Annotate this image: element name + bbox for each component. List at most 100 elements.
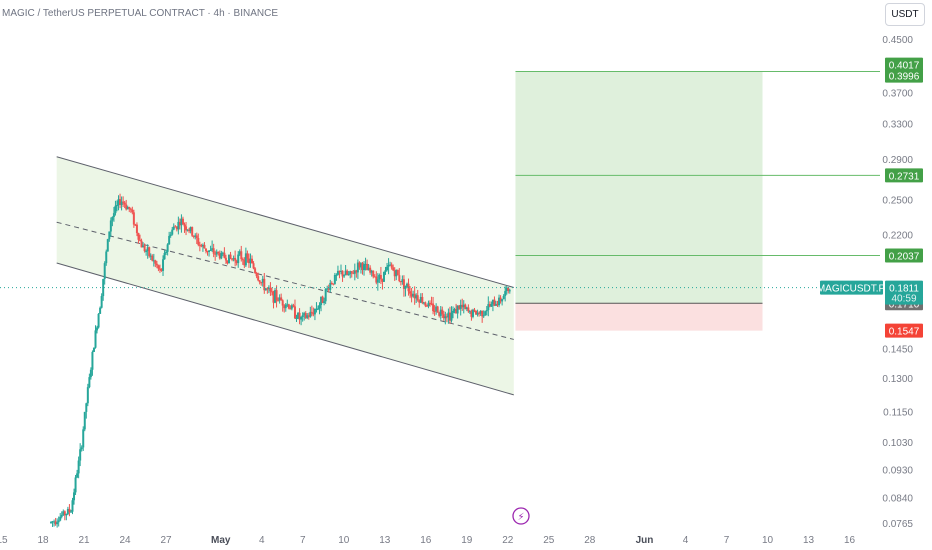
candle-body (88, 377, 91, 388)
candle-body (215, 251, 218, 255)
candle-body (186, 229, 189, 231)
candle-body (117, 199, 120, 206)
candle-body (163, 252, 166, 260)
candle-body (211, 248, 214, 250)
candle-body (206, 250, 209, 253)
candle-body (191, 227, 194, 236)
candle-body (126, 207, 129, 210)
candle-body (114, 205, 117, 214)
candle-body (412, 293, 415, 297)
candle-body (234, 257, 237, 261)
current-symbol-text: MAGICUSDT.P (817, 284, 886, 295)
candle-body (108, 231, 111, 240)
candle-body (227, 254, 230, 264)
x-tick-label: 7 (724, 535, 730, 546)
candle-body (203, 244, 206, 249)
channel-upper-line (56, 156, 514, 288)
x-tick-label: 16 (420, 535, 432, 546)
candle-body (502, 296, 505, 300)
level-label-target-2-text: 0.3996 (889, 72, 920, 83)
candle-body (493, 299, 496, 306)
candle-body (384, 270, 387, 272)
y-tick-label: 0.0765 (882, 519, 913, 530)
candle-body (50, 521, 53, 523)
x-tick-label: 13 (803, 535, 815, 546)
candle-body (241, 259, 244, 261)
x-tick-label: 16 (844, 535, 856, 546)
candle-body (353, 270, 356, 274)
candle-body (465, 307, 468, 309)
candle-body (387, 265, 390, 267)
candle-body (152, 260, 155, 262)
candle-body (504, 291, 507, 297)
candle-body (501, 299, 504, 302)
candle-body (166, 244, 169, 252)
level-label-target-3: 0.2731 (885, 168, 923, 183)
candle-body (175, 226, 178, 230)
position-target-zone (515, 71, 763, 304)
candle-body (301, 315, 304, 318)
candle-body (281, 300, 284, 306)
candle-body (425, 305, 428, 307)
candle-body (99, 307, 102, 314)
candle-body (323, 301, 326, 304)
candle-body (217, 251, 220, 254)
candle-body (329, 282, 332, 290)
candle-body (132, 212, 135, 225)
candle-body (461, 304, 464, 308)
candle-body (157, 265, 160, 269)
candle-body (214, 253, 217, 255)
candle-body (123, 202, 126, 205)
candle-body (224, 257, 227, 261)
candle-body (448, 312, 451, 321)
candle-body (231, 258, 234, 260)
y-tick-label: 0.2200 (882, 230, 913, 241)
candle-body (278, 297, 281, 301)
event-marker-circle (512, 507, 530, 525)
candle-body (320, 296, 323, 306)
candle-body (171, 229, 174, 235)
candle-body (60, 515, 63, 517)
candle-body (137, 233, 140, 240)
candle-body (269, 287, 272, 292)
candle-body (470, 311, 473, 317)
candle-body (119, 199, 122, 205)
candle-body (386, 266, 389, 271)
candle-body (65, 513, 68, 516)
channel-fill (56, 156, 514, 395)
currency-button[interactable]: USDT (885, 3, 925, 26)
current-price-text: 0.1811 (889, 284, 919, 295)
candle-body (56, 522, 59, 525)
candle-body (327, 288, 330, 290)
candle-body (229, 254, 232, 259)
candle-body (422, 302, 425, 304)
current-symbol-bg (820, 280, 883, 295)
candle-body (89, 369, 92, 378)
candle-body (139, 239, 142, 241)
candle-body (85, 403, 88, 412)
candle-body (481, 310, 484, 317)
candle-body (237, 254, 240, 264)
candle-body (97, 313, 100, 328)
candle-body (398, 275, 401, 282)
candle-body (62, 511, 65, 516)
candle-body (284, 304, 287, 309)
candle-body (223, 252, 226, 258)
candle-body (336, 270, 339, 275)
candle-body (251, 258, 254, 264)
candle-body (68, 508, 71, 512)
candle-body (54, 521, 57, 525)
candle-body (277, 300, 280, 302)
candle-body (73, 492, 76, 501)
candle-body (111, 217, 114, 221)
candle-body (346, 270, 349, 275)
candle-body (405, 283, 408, 286)
candle-body (370, 270, 373, 273)
candle-body (274, 290, 277, 303)
candle-body (260, 282, 263, 284)
candle-body (63, 511, 66, 516)
candle-body (255, 272, 258, 277)
candle-body (427, 302, 430, 306)
event-marker-glyph: ⚡ (517, 512, 524, 523)
